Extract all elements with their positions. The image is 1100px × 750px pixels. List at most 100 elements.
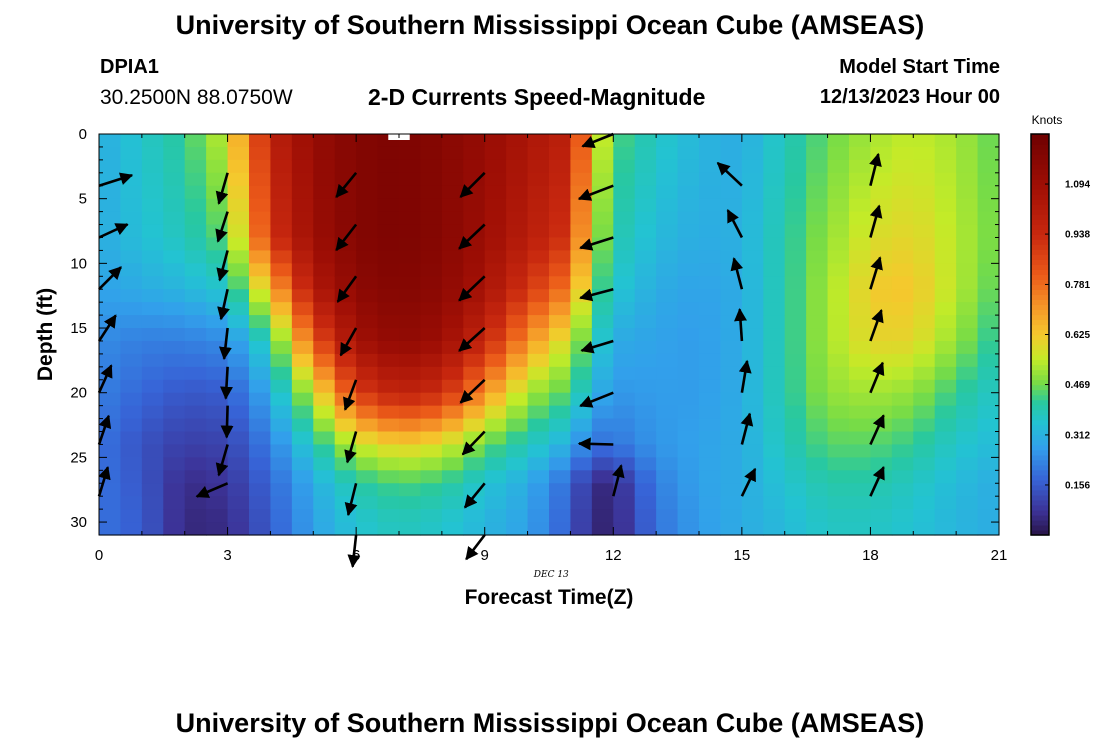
heatmap-cell bbox=[313, 224, 336, 239]
colorbar-segment bbox=[1031, 144, 1049, 150]
heatmap-cell bbox=[934, 237, 957, 252]
heatmap-cell bbox=[484, 431, 507, 446]
heatmap-cell bbox=[506, 198, 529, 213]
heatmap-cell bbox=[227, 237, 250, 252]
heatmap-cell bbox=[849, 159, 872, 174]
heatmap-cell bbox=[227, 159, 250, 174]
heatmap-cell bbox=[870, 134, 893, 148]
heatmap-cell bbox=[334, 276, 357, 290]
heatmap-cell bbox=[656, 198, 679, 213]
heatmap-cell bbox=[463, 302, 486, 316]
heatmap-cell bbox=[891, 159, 914, 174]
heatmap-cell bbox=[399, 211, 422, 226]
heatmap-cell bbox=[891, 224, 914, 239]
current-arrow bbox=[458, 223, 486, 250]
heatmap-cell bbox=[184, 470, 207, 484]
heatmap-cell bbox=[484, 470, 507, 484]
heatmap-cell bbox=[591, 470, 614, 484]
heatmap-cell bbox=[99, 522, 122, 536]
heatmap-cell bbox=[613, 509, 636, 523]
heatmap-cell bbox=[634, 289, 657, 303]
heatmap-cell bbox=[677, 172, 700, 187]
heatmap-cell bbox=[784, 263, 807, 277]
heatmap-cell bbox=[656, 276, 679, 290]
heatmap-cell bbox=[120, 211, 143, 226]
heatmap-cell bbox=[227, 185, 250, 200]
heatmap-cell bbox=[334, 431, 357, 446]
heatmap-cell bbox=[527, 418, 550, 433]
current-arrow bbox=[98, 223, 129, 239]
heatmap-cell bbox=[141, 522, 164, 536]
heatmap-cell bbox=[591, 431, 614, 446]
heatmap-cell bbox=[163, 328, 186, 342]
colorbar-tick-label: 0.781 bbox=[1065, 280, 1090, 291]
heatmap-cell bbox=[956, 263, 979, 277]
heatmap-cell bbox=[849, 224, 872, 239]
heatmap-cell bbox=[249, 276, 272, 290]
heatmap-cell bbox=[677, 146, 700, 161]
heatmap-cell bbox=[720, 496, 743, 510]
heatmap-cell bbox=[956, 340, 979, 355]
heatmap-cell bbox=[99, 159, 122, 174]
heatmap-cell bbox=[270, 353, 293, 368]
heatmap-cell bbox=[291, 405, 314, 420]
heatmap-cell bbox=[913, 185, 936, 200]
heatmap-cell bbox=[291, 509, 314, 523]
chart-title: 2-D Currents Speed-Magnitude bbox=[368, 84, 706, 110]
heatmap-cell bbox=[120, 198, 143, 213]
heatmap-cell bbox=[441, 418, 464, 433]
heatmap-cell bbox=[356, 315, 379, 329]
heatmap-cell bbox=[699, 328, 722, 342]
heatmap-cell bbox=[591, 159, 614, 174]
heatmap-cell bbox=[506, 185, 529, 200]
heatmap-cell bbox=[463, 211, 486, 226]
heatmap-cell bbox=[806, 211, 829, 226]
heatmap-cell bbox=[441, 224, 464, 239]
heatmap-cell bbox=[313, 431, 336, 446]
heatmap-cell bbox=[441, 444, 464, 458]
heatmap-cell bbox=[763, 328, 786, 342]
heatmap-cell bbox=[163, 198, 186, 213]
heatmap-cell bbox=[99, 405, 122, 420]
heatmap-cell bbox=[891, 509, 914, 523]
heatmap-cell bbox=[227, 172, 250, 187]
colorbar-segment bbox=[1031, 254, 1049, 260]
heatmap-cell bbox=[463, 159, 486, 174]
heatmap-cell bbox=[399, 185, 422, 200]
heatmap-cell bbox=[763, 496, 786, 510]
y-tick-label: 15 bbox=[70, 320, 87, 337]
heatmap-cell bbox=[891, 340, 914, 355]
colorbar-segment bbox=[1031, 484, 1049, 491]
colorbar-segment bbox=[1031, 149, 1049, 155]
current-arrow bbox=[461, 430, 486, 456]
heatmap-cell bbox=[784, 134, 807, 148]
heatmap-cell bbox=[441, 366, 464, 381]
x-tick-label: 9 bbox=[481, 547, 489, 564]
heatmap-cell bbox=[506, 509, 529, 523]
heatmap-cell bbox=[934, 211, 957, 226]
heatmap-cell bbox=[141, 276, 164, 290]
heatmap-cell bbox=[849, 289, 872, 303]
heatmap-cell bbox=[806, 263, 829, 277]
heatmap-cell bbox=[527, 328, 550, 342]
heatmap-cell bbox=[934, 457, 957, 471]
heatmap-cell bbox=[699, 431, 722, 446]
heatmap-cell bbox=[677, 289, 700, 303]
heatmap-cell bbox=[934, 509, 957, 523]
heatmap-cell bbox=[741, 444, 764, 458]
heatmap-cell bbox=[249, 392, 272, 407]
heatmap-cell bbox=[463, 263, 486, 277]
heatmap-cell bbox=[163, 302, 186, 316]
heatmap-cell bbox=[827, 405, 850, 420]
current-arrow bbox=[581, 132, 614, 148]
heatmap-cell bbox=[956, 289, 979, 303]
heatmap-cell bbox=[291, 146, 314, 161]
heatmap-cell bbox=[313, 470, 336, 484]
heatmap-cell bbox=[441, 250, 464, 264]
heatmap-cell bbox=[784, 509, 807, 523]
colorbar-segment bbox=[1031, 214, 1049, 220]
heatmap-cell bbox=[334, 250, 357, 264]
heatmap-cell bbox=[120, 340, 143, 355]
heatmap-cell bbox=[699, 224, 722, 239]
heatmap-cell bbox=[934, 483, 957, 497]
